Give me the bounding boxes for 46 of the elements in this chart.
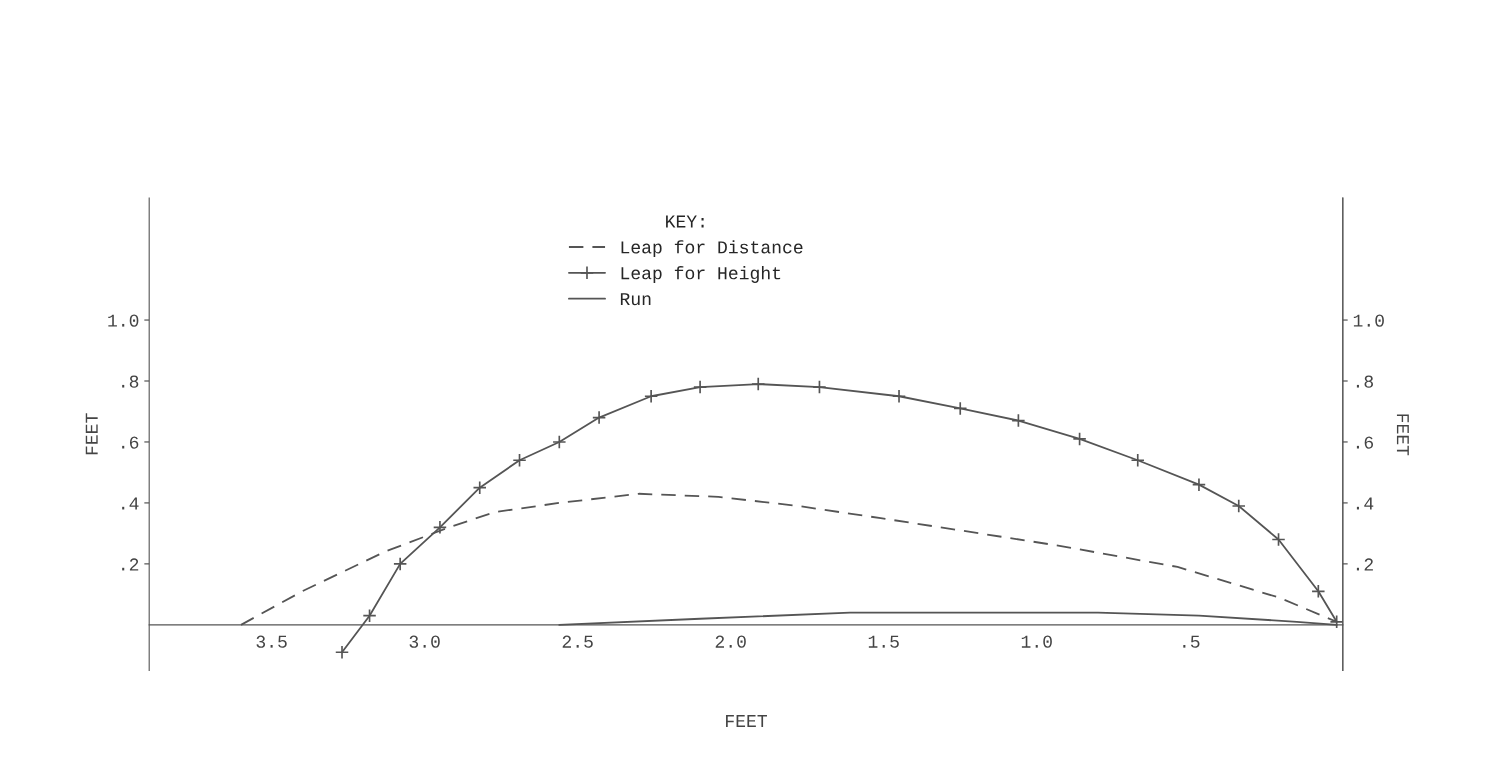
point <box>552 434 567 450</box>
y-tick-label: 1.0 <box>108 314 139 327</box>
point <box>751 376 766 392</box>
point <box>1072 431 1087 446</box>
point <box>334 645 350 660</box>
y2-axis-title: FEET <box>1396 414 1409 456</box>
x-tick-label: .5 <box>1183 635 1200 648</box>
y2-tick-label: .2 <box>1356 558 1373 571</box>
point <box>812 380 827 395</box>
point <box>1271 532 1286 547</box>
legend-label: Run <box>620 293 651 306</box>
y-tick-label: .8 <box>122 375 139 388</box>
point <box>891 389 907 404</box>
x-tick-label: 2.0 <box>715 635 746 648</box>
y-axis-title: FEET <box>85 413 98 455</box>
point <box>693 380 708 395</box>
point <box>362 608 377 623</box>
point <box>592 410 607 425</box>
point <box>953 401 968 416</box>
y2-tick-label: 1.0 <box>1353 314 1384 327</box>
x-tick-label: 3.0 <box>409 635 440 648</box>
point <box>1191 477 1207 492</box>
y-tick-label: .2 <box>122 558 139 571</box>
legend-title: KEY: <box>666 215 704 228</box>
point <box>512 453 527 468</box>
legend-label: Leap for Distance <box>621 240 803 258</box>
point <box>1311 584 1326 599</box>
y2-tick-label: .4 <box>1356 497 1374 510</box>
point <box>1130 453 1145 468</box>
y2-tick-label: .6 <box>1356 436 1374 449</box>
legend-label: Leap for Height <box>621 266 781 283</box>
y-tick-label: .6 <box>122 436 139 449</box>
x-tick-label: 3.5 <box>256 635 287 648</box>
point <box>393 556 408 571</box>
x-tick-label: 2.5 <box>562 635 593 648</box>
x-tick-label: 1.5 <box>868 635 899 648</box>
y-tick-label: .4 <box>122 497 139 510</box>
point <box>432 520 448 535</box>
x-tick-label: 1.0 <box>1021 635 1052 648</box>
point <box>1329 614 1343 629</box>
point <box>644 389 659 404</box>
point <box>1011 413 1026 428</box>
y2-tick-label: .8 <box>1356 375 1373 388</box>
point <box>1231 498 1246 514</box>
x-axis-title: FEET <box>726 715 767 727</box>
point <box>472 480 487 495</box>
